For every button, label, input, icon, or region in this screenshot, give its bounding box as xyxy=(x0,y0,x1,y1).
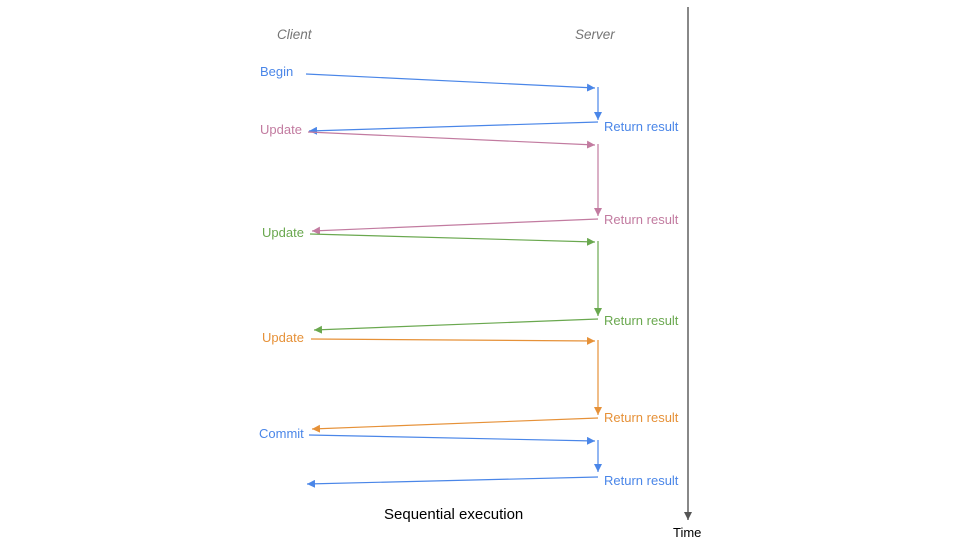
call-label-update3: Update xyxy=(262,330,304,345)
return-arrow-update2 xyxy=(313,318,599,334)
diagram-title: Sequential execution xyxy=(384,506,524,523)
request-arrow-begin xyxy=(305,73,596,92)
return-arrow-begin xyxy=(308,121,599,135)
return-arrow-update3 xyxy=(311,417,599,433)
request-arrow-commit xyxy=(308,434,596,445)
return-result-label-update2: Return result xyxy=(604,313,679,328)
request-arrow-update2 xyxy=(309,233,596,246)
time-axis-label: Time xyxy=(673,525,702,540)
request-arrow-update1 xyxy=(307,131,596,149)
return-arrow-commit xyxy=(306,476,599,488)
call-label-begin: Begin xyxy=(260,64,294,79)
call-label-commit: Commit xyxy=(259,426,304,441)
return-result-label-commit: Return result xyxy=(604,473,679,488)
return-result-label-update1: Return result xyxy=(604,212,679,227)
return-result-label-update3: Return result xyxy=(604,410,679,425)
return-arrow-update1 xyxy=(311,218,599,235)
call-label-update2: Update xyxy=(262,225,304,240)
server-column-header: Server xyxy=(575,27,615,42)
return-result-label-begin: Return result xyxy=(604,119,679,134)
call-label-update1: Update xyxy=(260,122,302,137)
client-column-header: Client xyxy=(277,27,312,42)
request-arrow-update3 xyxy=(310,336,596,345)
